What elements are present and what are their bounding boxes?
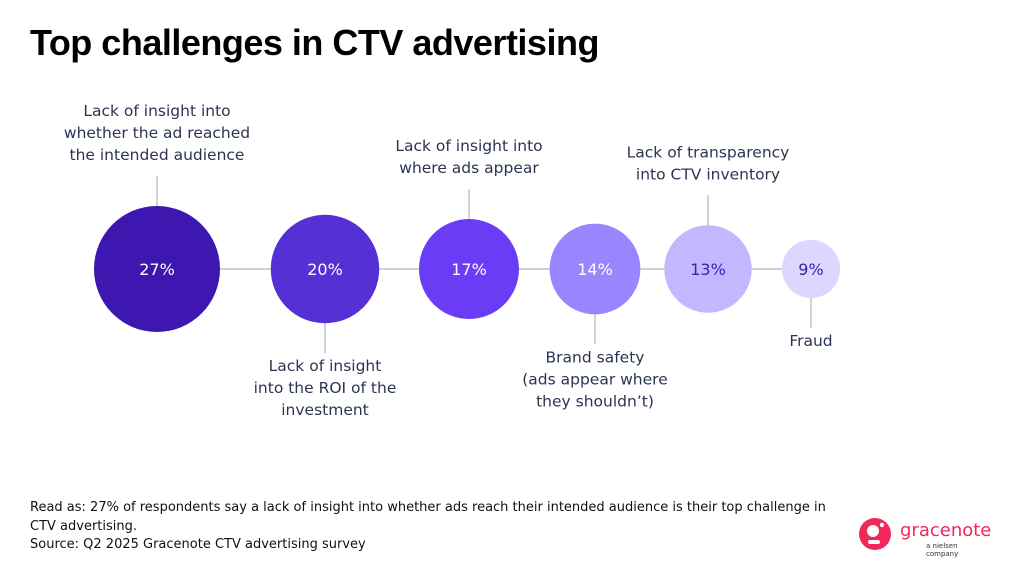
bubble bbox=[664, 225, 752, 313]
bubble-value-label: 9% bbox=[798, 260, 823, 279]
bubble-value-label: 20% bbox=[307, 260, 343, 279]
category-label: Lack of insight bbox=[269, 357, 382, 375]
bubble-value-label: 27% bbox=[139, 260, 175, 279]
bubble-value-label: 14% bbox=[577, 260, 613, 279]
read-as-note: Read as: 27% of respondents say a lack o… bbox=[30, 500, 826, 534]
gracenote-logo: gracenote a nielsen company bbox=[858, 517, 992, 558]
bubble bbox=[270, 214, 380, 324]
logo-tagline: a nielsen company bbox=[926, 542, 959, 558]
category-label: Brand safety bbox=[546, 348, 645, 366]
category-label: Lack of insight into bbox=[395, 137, 542, 155]
bubble-value-label: 17% bbox=[451, 260, 487, 279]
category-label: the intended audience bbox=[70, 146, 245, 164]
category-label: investment bbox=[281, 401, 369, 419]
bubble bbox=[781, 239, 841, 299]
category-label: Lack of transparency bbox=[627, 143, 790, 161]
bubble bbox=[549, 223, 641, 315]
bubble-value-label: 13% bbox=[690, 260, 726, 279]
category-label: Fraud bbox=[789, 332, 832, 350]
category-label: into CTV inventory bbox=[636, 165, 780, 183]
footnote: Read as: 27% of respondents say a lack o… bbox=[30, 499, 830, 555]
bubble-chart: 27% Lack of insight into whether the ad re… bbox=[64, 102, 841, 419]
category-label: they shouldn’t) bbox=[536, 392, 654, 410]
category-label: whether the ad reached bbox=[64, 124, 250, 142]
bubble bbox=[419, 219, 519, 319]
category-label: where ads appear bbox=[399, 159, 539, 177]
gracenote-logo-icon bbox=[859, 518, 891, 550]
bubble bbox=[94, 206, 220, 332]
category-label: into the ROI of the bbox=[254, 379, 397, 397]
logo-wordmark: gracenote bbox=[900, 520, 992, 541]
chart-title: Top challenges in CTV advertising bbox=[30, 22, 599, 63]
category-label: Lack of insight into bbox=[83, 102, 230, 120]
category-label: (ads appear where bbox=[522, 370, 668, 388]
source-note: Source: Q2 2025 Gracenote CTV advertisin… bbox=[30, 537, 366, 552]
